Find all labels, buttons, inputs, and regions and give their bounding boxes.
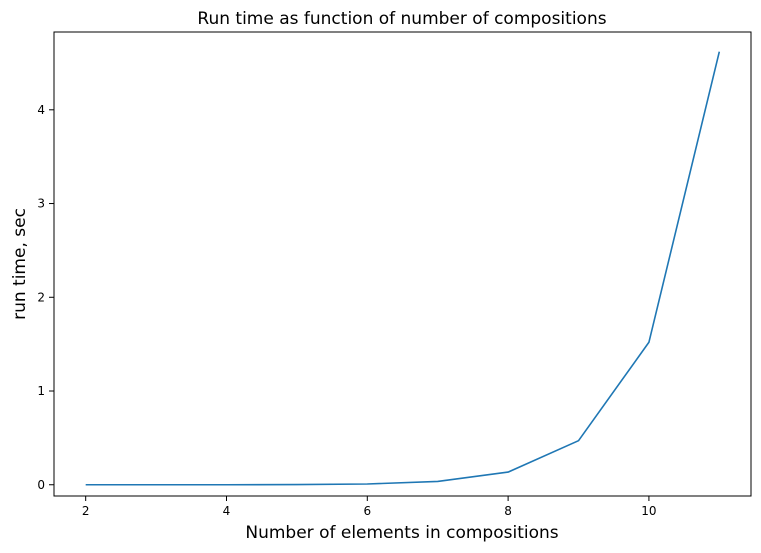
plot-area — [53, 31, 752, 497]
series-layer — [85, 51, 721, 486]
y-axis: 0 1 2 3 4 — [37, 103, 54, 492]
y-tick-label: 1 — [37, 384, 45, 398]
plot-frame — [53, 31, 752, 497]
series-line — [85, 51, 721, 486]
x-tick-label: 6 — [363, 504, 371, 518]
y-axis-label: run time, sec — [10, 208, 30, 320]
chart-title: Run time as function of number of compos… — [197, 9, 606, 29]
x-tick-label: 4 — [223, 504, 231, 518]
x-axis-label: Number of elements in compositions — [245, 523, 558, 543]
x-axis: 2 4 6 8 10 — [82, 496, 657, 518]
y-tick-label: 2 — [37, 290, 45, 304]
y-tick-label: 4 — [37, 103, 45, 117]
x-tick-label: 10 — [641, 504, 656, 518]
y-tick-label: 0 — [37, 478, 45, 492]
y-tick-label: 3 — [37, 197, 45, 211]
x-tick-label: 8 — [504, 504, 512, 518]
x-tick-label: 2 — [82, 504, 90, 518]
